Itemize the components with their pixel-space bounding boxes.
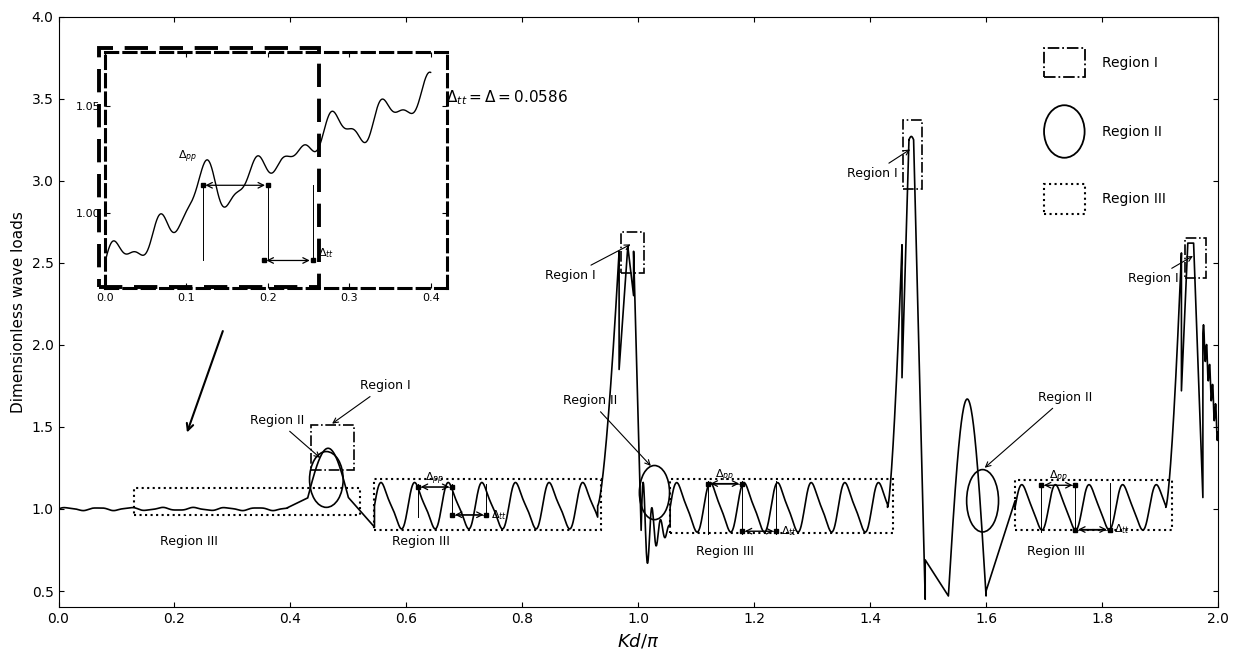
Text: Region II: Region II <box>1102 124 1162 138</box>
Text: Region II: Region II <box>249 414 319 457</box>
Text: Region II: Region II <box>563 394 650 465</box>
Text: Region I: Region I <box>847 150 909 181</box>
Bar <box>621 232 644 273</box>
Text: $\Delta_{pp}$: $\Delta_{pp}$ <box>425 471 445 487</box>
Text: Region I: Region I <box>1102 56 1158 70</box>
Text: $\Delta_{pp}=\Delta_{tt}=\Delta=0.0586$: $\Delta_{pp}=\Delta_{tt}=\Delta=0.0586$ <box>403 88 568 109</box>
X-axis label: $Kd/\pi$: $Kd/\pi$ <box>618 632 660 651</box>
Bar <box>670 479 893 533</box>
Bar <box>311 425 355 469</box>
Text: Region I: Region I <box>546 245 630 282</box>
Bar <box>1044 48 1085 77</box>
Bar <box>134 488 360 515</box>
Y-axis label: Dimensionless wave loads: Dimensionless wave loads <box>11 211 26 413</box>
Bar <box>1016 480 1172 530</box>
Text: $\Delta_{tt}$: $\Delta_{tt}$ <box>1115 522 1130 536</box>
Text: Region III: Region III <box>1027 545 1085 558</box>
Text: Region III: Region III <box>696 545 754 558</box>
Text: $\Delta_{pp}$: $\Delta_{pp}$ <box>1049 469 1068 485</box>
Text: Region I: Region I <box>1128 257 1192 285</box>
Bar <box>374 479 600 530</box>
Text: $\Delta_{tt}$: $\Delta_{tt}$ <box>781 524 797 538</box>
Text: $\Delta_{pp}$: $\Delta_{pp}$ <box>715 467 734 484</box>
Bar <box>1185 238 1205 277</box>
Bar <box>99 48 320 287</box>
Text: Region II: Region II <box>986 391 1092 467</box>
Text: $\Delta_{tt}$: $\Delta_{tt}$ <box>491 508 507 522</box>
Bar <box>1044 184 1085 214</box>
Text: Region I: Region I <box>334 379 410 423</box>
Text: Region III: Region III <box>1102 192 1166 206</box>
Text: Region III: Region III <box>160 535 218 548</box>
Text: Region III: Region III <box>392 535 450 548</box>
Bar <box>903 120 923 189</box>
